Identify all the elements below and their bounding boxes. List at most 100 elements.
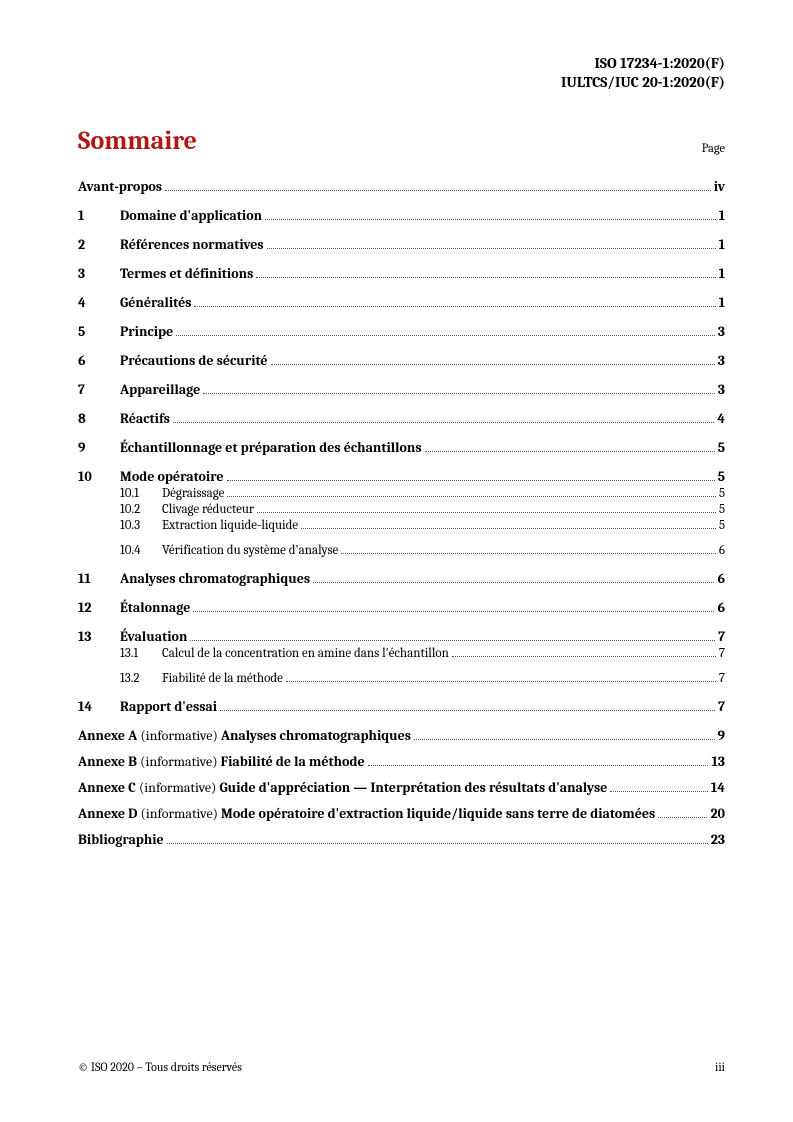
toc-subentry: 10.2Clivage réducteur 5 — [78, 502, 725, 517]
toc-section-title: Réactifs — [120, 410, 170, 427]
toc-subsection-number: 10.1 — [120, 486, 162, 501]
toc-section-number: 4 — [78, 294, 120, 311]
leader-dots — [368, 765, 709, 766]
toc-entry-annex: Annexe C (informative) Guide d'appréciat… — [78, 779, 725, 796]
toc-subsection-title: Clivage réducteur — [162, 502, 254, 517]
leader-dots — [610, 791, 707, 792]
toc-subsection-number: 13.1 — [120, 646, 162, 661]
footer-copyright: © ISO 2020 – Tous droits réservés — [78, 1060, 242, 1074]
footer-page-number: iii — [715, 1060, 725, 1074]
toc-section-title: Termes et définitions — [120, 265, 253, 282]
toc-subentry: 10.1Dégraissage 5 — [78, 486, 725, 501]
toc-entry: 3Termes et définitions 1 — [78, 265, 725, 282]
leader-dots — [176, 335, 715, 336]
toc-page: 1 — [719, 265, 725, 282]
leader-dots — [452, 656, 716, 657]
toc-section-title: Évaluation — [120, 628, 187, 645]
toc-subsection-number: 13.2 — [120, 671, 162, 686]
page-column-label: Page — [702, 142, 725, 156]
toc-subsection-title: Extraction liquide-liquide — [162, 518, 298, 533]
toc-subentry: 13.1Calcul de la concentration en amine … — [78, 646, 725, 661]
toc-section-number: 14 — [78, 698, 120, 715]
toc-page: 5 — [719, 486, 725, 501]
toc-entry-annex: Annexe A (informative) Analyses chromato… — [78, 727, 725, 744]
leader-dots — [165, 190, 711, 191]
leader-dots — [267, 248, 716, 249]
page: ISO 17234-1:2020(F) IULTCS/IUC 20-1:2020… — [0, 0, 793, 1122]
page-footer: © ISO 2020 – Tous droits réservés iii — [78, 1060, 725, 1074]
toc-entry: 12Étalonnage 6 — [78, 599, 725, 616]
toc-subsection-number: 10.4 — [120, 543, 162, 558]
toc-section-title: Domaine d'application — [120, 207, 262, 224]
toc-entry-avant-propos: Avant-propos iv — [78, 178, 725, 195]
toc-page: 5 — [719, 518, 725, 533]
leader-dots — [173, 422, 714, 423]
toc-page: 5 — [719, 502, 725, 517]
leader-dots — [301, 528, 716, 529]
toc-section-title: Principe — [120, 323, 173, 340]
toc-page: 1 — [719, 236, 725, 253]
toc-annex-label: Annexe B (informative) Fiabilité de la m… — [78, 753, 365, 770]
toc-section-title: Rapport d'essai — [120, 698, 217, 715]
toc-section-title: Étalonnage — [120, 599, 190, 616]
toc-entry: 4Généralités1 — [78, 294, 725, 311]
toc-section-title: Analyses chromatographiques — [120, 570, 310, 587]
toc-page: 3 — [718, 352, 725, 369]
toc-section-title: Échantillonnage et préparation des échan… — [120, 439, 422, 456]
table-of-contents: Avant-propos iv 1Domaine d'application12… — [78, 178, 725, 848]
leader-dots — [271, 364, 715, 365]
toc-entry-bibliographie: Bibliographie 23 — [78, 831, 725, 848]
toc-page: 6 — [717, 599, 725, 616]
toc-section-title: Généralités — [120, 294, 191, 311]
leader-dots — [220, 710, 715, 711]
header-line-1: ISO 17234-1:2020(F) — [78, 54, 725, 73]
leader-dots — [313, 582, 714, 583]
leader-dots — [193, 611, 714, 612]
toc-entry-annex: Annexe D (informative) Mode opératoire d… — [78, 805, 725, 822]
toc-entry: 6Précautions de sécurité3 — [78, 352, 725, 369]
toc-page: 5 — [718, 439, 725, 456]
leader-dots — [203, 393, 715, 394]
toc-section-number: 3 — [78, 265, 120, 282]
toc-section-number: 7 — [78, 381, 120, 398]
leader-dots — [227, 480, 715, 481]
toc-section-title: Mode opératoire — [120, 468, 224, 485]
toc-page: 6 — [717, 570, 725, 587]
leader-dots — [167, 843, 708, 844]
toc-subsection-title: Vérification du système d'analyse — [162, 543, 338, 558]
leader-dots — [414, 739, 715, 740]
leader-dots — [425, 451, 715, 452]
toc-page: 20 — [710, 805, 725, 822]
toc-label: Bibliographie — [78, 831, 164, 848]
toc-section-title: Références normatives — [120, 236, 264, 253]
toc-entry: 7Appareillage3 — [78, 381, 725, 398]
toc-entry: 2Références normatives 1 — [78, 236, 725, 253]
toc-entry: 13Évaluation7 — [78, 628, 725, 645]
toc-page: 4 — [717, 410, 725, 427]
toc-page: 23 — [711, 831, 725, 848]
toc-section-number: 6 — [78, 352, 120, 369]
toc-section-number: 9 — [78, 439, 120, 456]
leader-dots — [227, 496, 715, 497]
toc-entry: 8Réactifs4 — [78, 410, 725, 427]
toc-subsection-title: Calcul de la concentration en amine dans… — [162, 646, 449, 661]
toc-page: 7 — [719, 646, 725, 661]
toc-page: 13 — [711, 753, 725, 770]
toc-section-number: 11 — [78, 570, 120, 587]
toc-page: 5 — [718, 468, 725, 485]
title-row: Sommaire Page — [78, 126, 725, 156]
toc-entry: 11Analyses chromatographiques 6 — [78, 570, 725, 587]
toc-title: Sommaire — [78, 126, 197, 156]
toc-annex-label: Annexe A (informative) Analyses chromato… — [78, 727, 411, 744]
toc-subentry: 13.2Fiabilité de la méthode7 — [78, 671, 725, 686]
toc-annex-label: Annexe C (informative) Guide d'appréciat… — [78, 779, 607, 796]
toc-page: 7 — [718, 628, 725, 645]
toc-subsection-number: 10.3 — [120, 518, 162, 533]
toc-subsection-title: Dégraissage — [162, 486, 224, 501]
toc-section-number: 12 — [78, 599, 120, 616]
toc-subsection-number: 10.2 — [120, 502, 162, 517]
toc-entry-annex: Annexe B (informative) Fiabilité de la m… — [78, 753, 725, 770]
leader-dots — [286, 681, 716, 682]
toc-label: Avant-propos — [78, 178, 162, 195]
toc-section-number: 2 — [78, 236, 120, 253]
